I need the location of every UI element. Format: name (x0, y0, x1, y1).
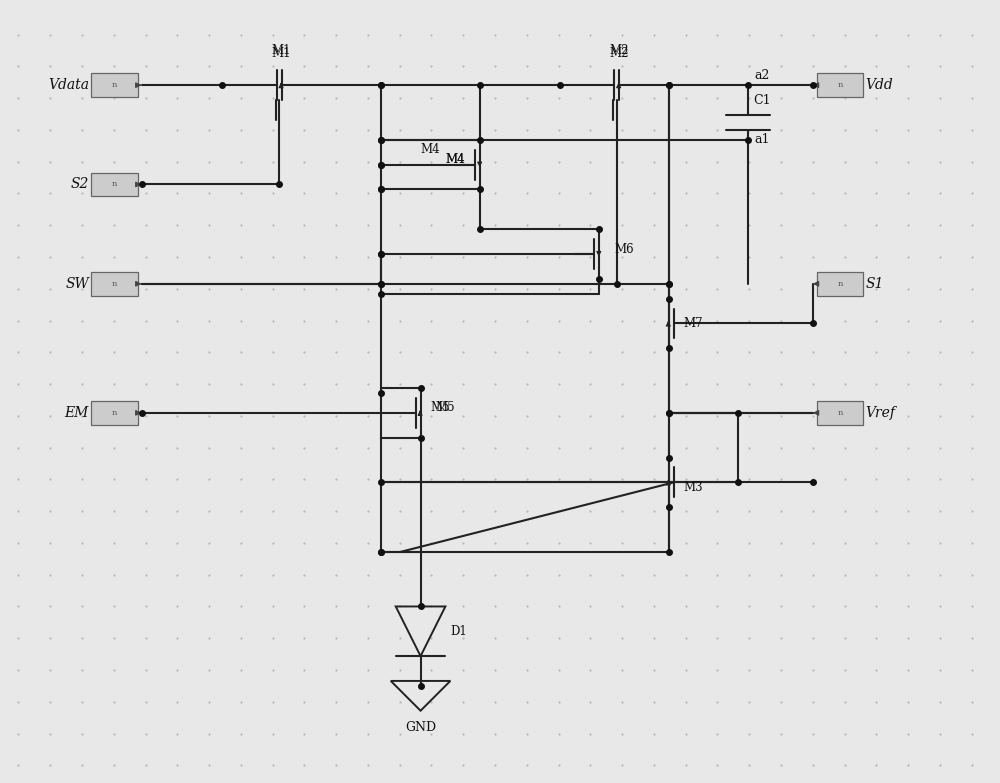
Text: n: n (112, 409, 117, 417)
FancyBboxPatch shape (91, 272, 138, 296)
Text: M7: M7 (684, 317, 703, 330)
Text: M2: M2 (609, 45, 629, 57)
Text: n: n (112, 180, 117, 189)
Text: M2: M2 (609, 47, 629, 60)
Text: Vdd: Vdd (865, 78, 893, 92)
Text: n: n (837, 409, 843, 417)
Text: M5: M5 (430, 402, 450, 414)
Text: EM: EM (65, 406, 89, 420)
Text: SW: SW (65, 276, 89, 290)
Text: a1: a1 (754, 133, 770, 146)
Text: n: n (837, 280, 843, 288)
Text: M4: M4 (445, 153, 465, 166)
Text: M4: M4 (421, 143, 440, 157)
Text: S2: S2 (71, 178, 89, 192)
FancyBboxPatch shape (817, 74, 863, 97)
Text: M3: M3 (684, 481, 703, 494)
Text: M5: M5 (435, 402, 455, 414)
Text: n: n (112, 81, 117, 89)
Text: M1: M1 (272, 47, 291, 60)
FancyBboxPatch shape (91, 74, 138, 97)
FancyBboxPatch shape (91, 172, 138, 197)
Text: S1: S1 (865, 276, 884, 290)
Text: M6: M6 (614, 243, 634, 255)
Text: C1: C1 (753, 94, 771, 106)
Text: n: n (837, 81, 843, 89)
Text: n: n (112, 280, 117, 288)
Text: a2: a2 (754, 69, 770, 81)
FancyBboxPatch shape (817, 272, 863, 296)
Text: D1: D1 (450, 625, 467, 638)
FancyBboxPatch shape (817, 401, 863, 424)
Text: Vref: Vref (865, 406, 895, 420)
Text: M1: M1 (272, 45, 291, 57)
Text: GND: GND (405, 720, 436, 734)
Text: M4: M4 (446, 153, 465, 166)
FancyBboxPatch shape (91, 401, 138, 424)
Text: Vdata: Vdata (48, 78, 89, 92)
